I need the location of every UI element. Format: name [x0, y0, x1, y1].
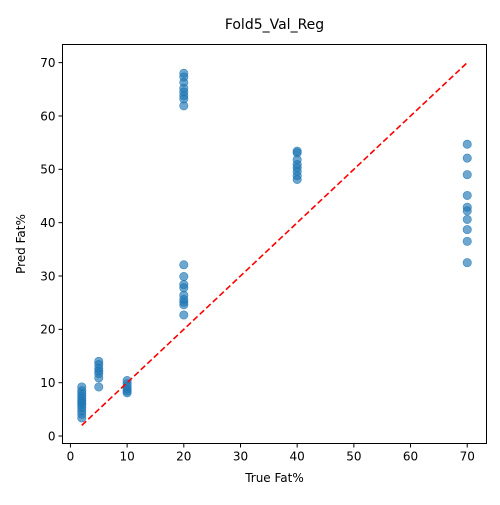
x-tick-label: 50	[346, 450, 361, 464]
y-tick-label: 70	[40, 56, 55, 70]
data-point	[462, 258, 472, 268]
x-tick-label: 20	[176, 450, 191, 464]
x-tick-label: 0	[67, 450, 75, 464]
data-point	[462, 206, 472, 216]
data-point	[77, 413, 87, 423]
data-point	[179, 260, 189, 270]
x-axis-title: True Fat%	[244, 471, 304, 485]
data-point	[462, 214, 472, 224]
data-point	[462, 236, 472, 246]
chart-title: Fold5_Val_Reg	[225, 17, 324, 33]
data-point	[462, 139, 472, 149]
data-point	[462, 170, 472, 180]
data-point	[179, 272, 189, 282]
y-tick-label: 50	[40, 163, 55, 177]
y-tick-label: 60	[40, 109, 55, 123]
plot-frame	[62, 44, 487, 444]
data-point	[292, 174, 302, 184]
x-tick-label: 40	[290, 450, 305, 464]
identity-reference-line	[81, 62, 468, 426]
y-tick-label: 40	[40, 216, 55, 230]
data-point	[179, 101, 189, 111]
data-point	[462, 153, 472, 163]
x-tick-label: 60	[403, 450, 418, 464]
data-point	[122, 388, 132, 398]
y-axis-ticks: 0 10 20 30 40 50 60 70	[40, 56, 63, 443]
points-layer	[77, 68, 472, 423]
y-tick-label: 0	[48, 429, 56, 443]
data-point	[462, 190, 472, 200]
y-tick-label: 10	[40, 376, 55, 390]
y-axis-title: Pred Fat%	[14, 214, 28, 274]
y-tick-label: 30	[40, 269, 55, 283]
data-point	[94, 382, 104, 392]
data-point	[462, 225, 472, 235]
data-point	[179, 310, 189, 320]
x-tick-label: 30	[233, 450, 248, 464]
y-tick-label: 20	[40, 323, 55, 337]
data-point	[179, 300, 189, 310]
x-axis-ticks: 0 10 20 30 40 50 60 70	[67, 443, 475, 464]
data-point	[94, 373, 104, 383]
data-point	[179, 283, 189, 293]
x-tick-label: 70	[460, 450, 475, 464]
x-tick-label: 10	[119, 450, 134, 464]
